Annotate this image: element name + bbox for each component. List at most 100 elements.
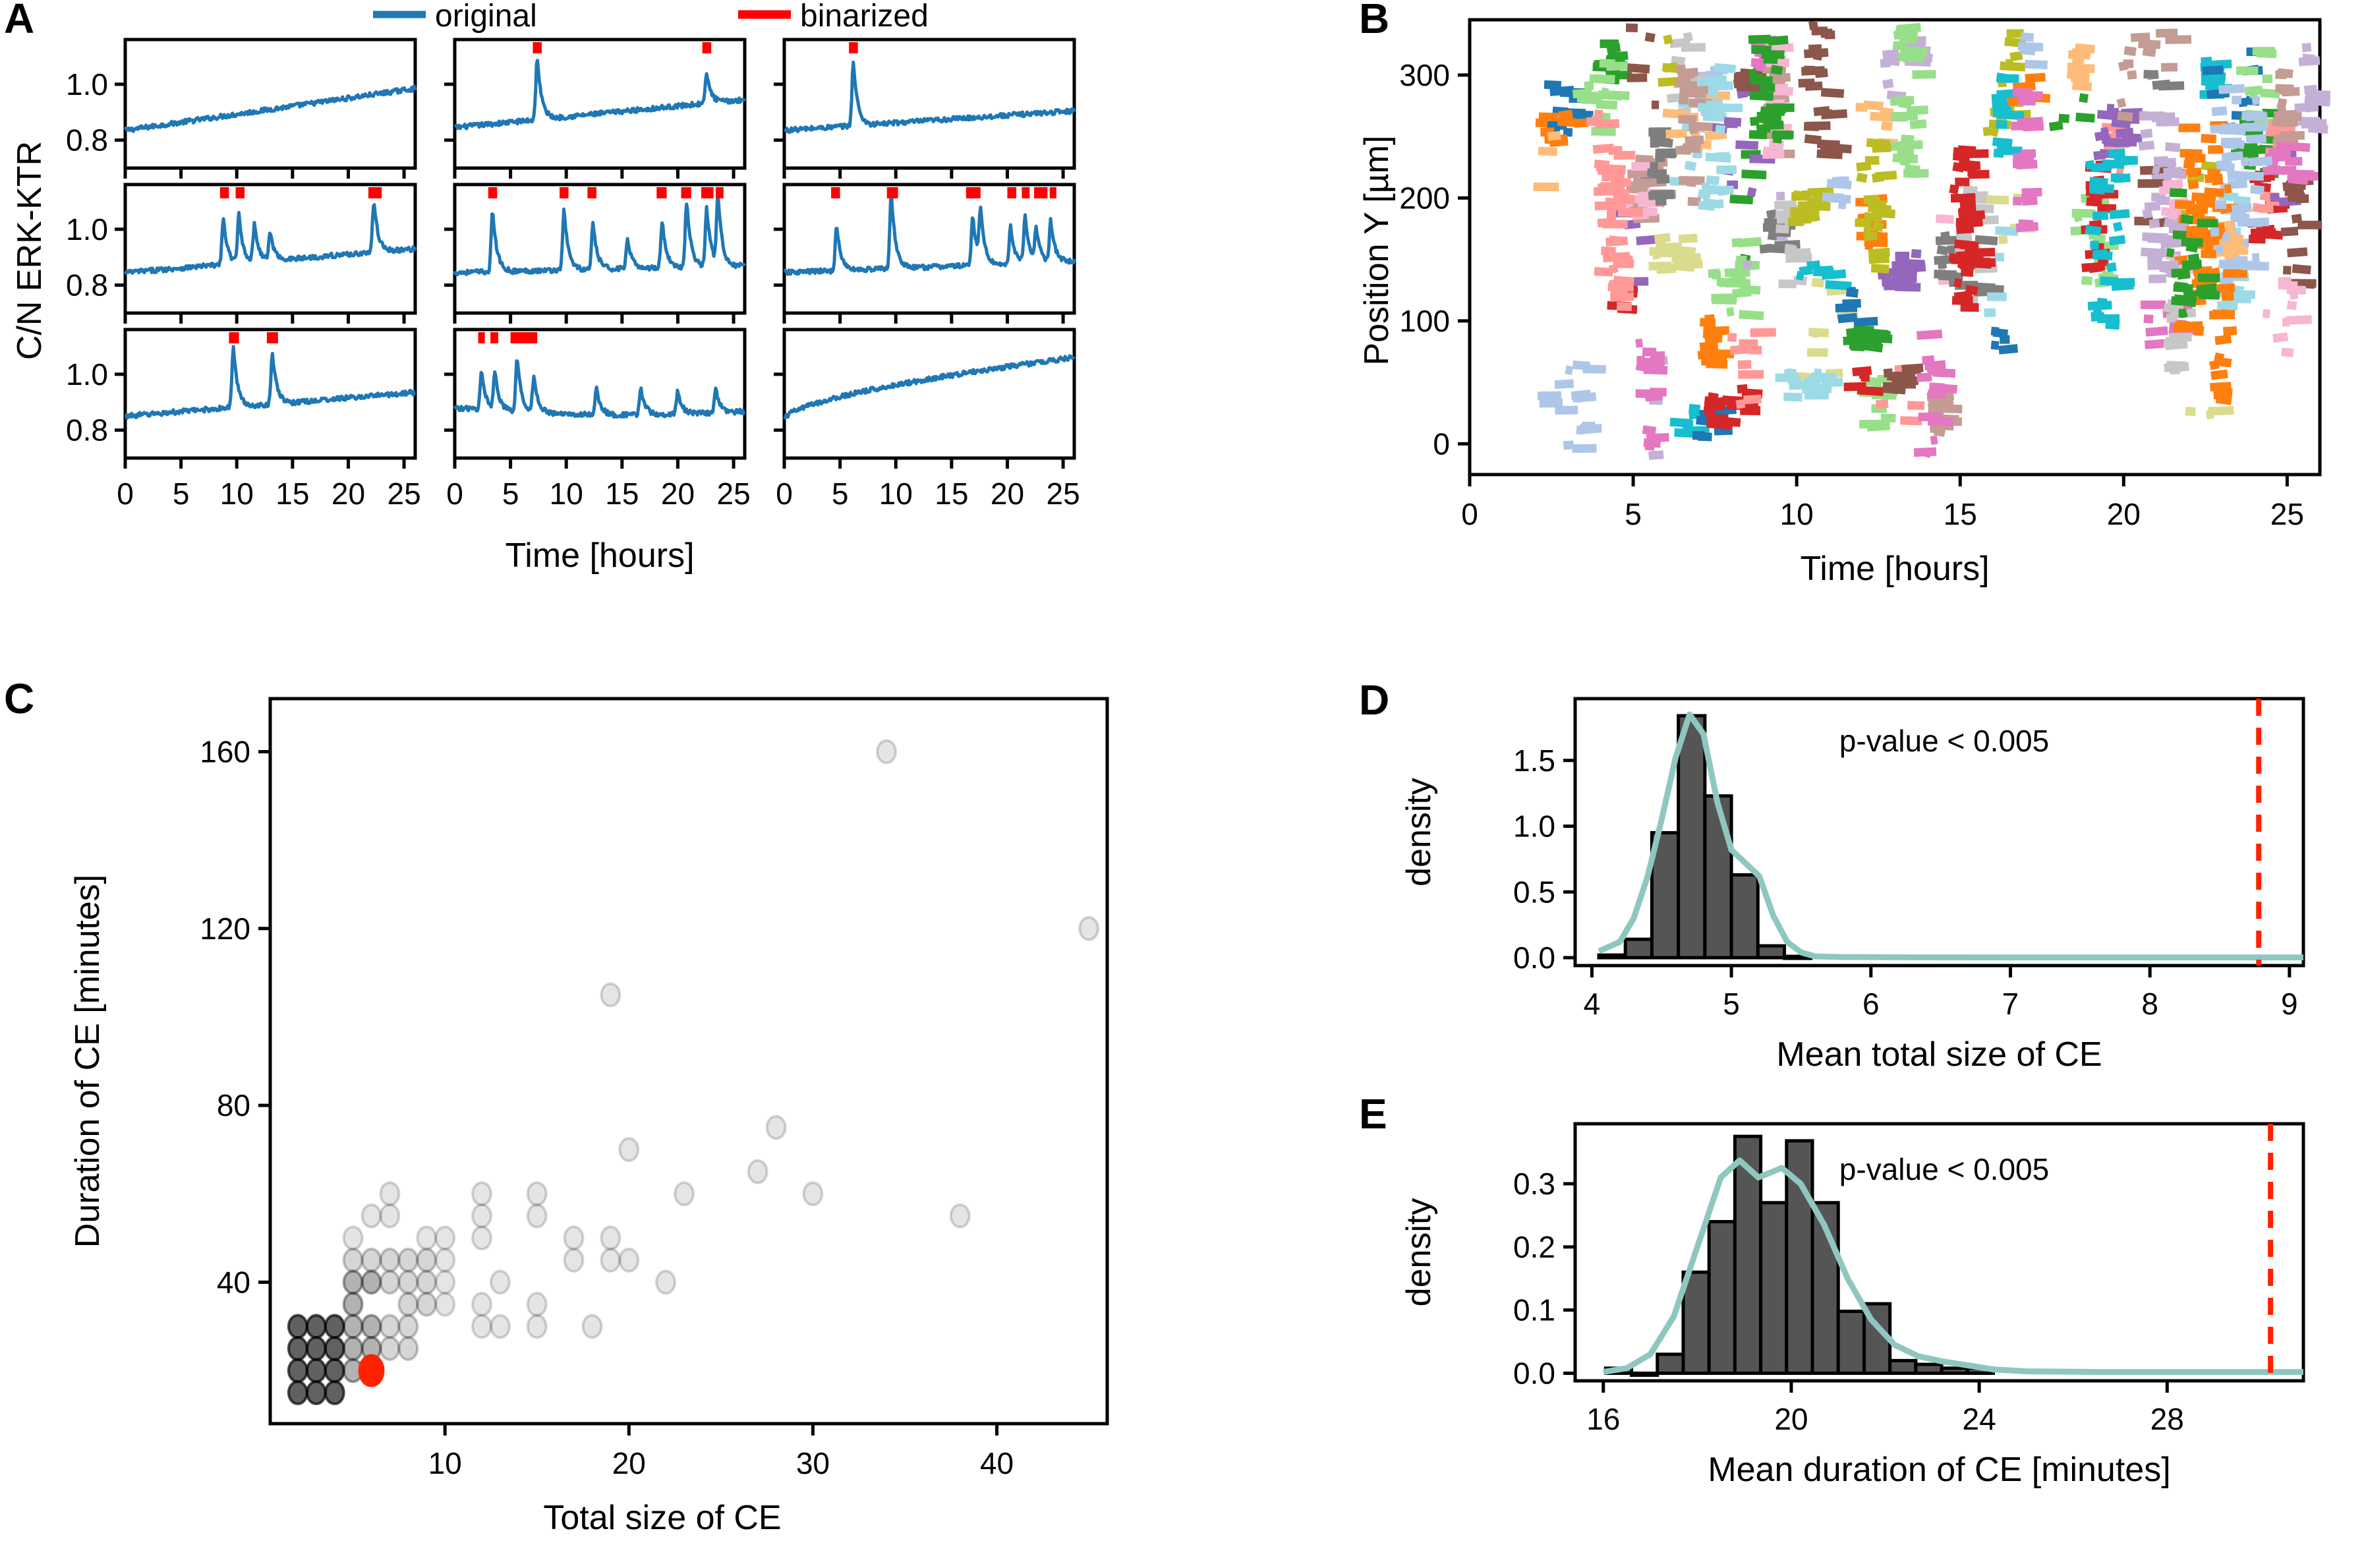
ce-segment <box>2100 270 2114 281</box>
data-point <box>397 1247 419 1273</box>
ce-segment <box>2221 232 2231 243</box>
ce-segment <box>1899 22 1921 34</box>
data-point <box>305 1314 327 1339</box>
ce-segment <box>1766 209 1777 220</box>
binarized-marker <box>266 332 278 343</box>
ce-segment <box>1751 45 1772 55</box>
ce-segment <box>1798 78 1815 88</box>
ce-segment <box>1706 334 1718 345</box>
ce-segment <box>2263 165 2281 176</box>
ce-segment <box>2017 117 2044 127</box>
ce-segment <box>2071 81 2092 92</box>
ce-segment <box>1723 117 1742 127</box>
y-tick-label: 0.5 <box>1513 875 1555 909</box>
ce-segment <box>1768 139 1784 150</box>
ce-segment <box>2271 117 2282 127</box>
data-point <box>397 1269 419 1295</box>
y-tick-label: 0.2 <box>1513 1230 1555 1264</box>
ce-segment <box>1761 49 1785 59</box>
ce-segment <box>1922 355 1935 365</box>
panel-b-xlabel: Time [hours] <box>1800 550 1989 588</box>
histogram-bar <box>1597 953 1627 960</box>
y-tick-label: 1.0 <box>66 357 108 392</box>
signal-line <box>453 196 747 277</box>
ce-segment <box>1806 121 1831 131</box>
ce-segment <box>2048 121 2063 132</box>
ce-segment <box>1875 399 1889 409</box>
ce-segment <box>1899 156 1912 167</box>
ce-segment <box>1669 38 1687 49</box>
ce-segment <box>1927 417 1953 426</box>
ce-segment <box>2287 247 2308 258</box>
y-tick-label: 300 <box>1399 58 1450 92</box>
ce-segment <box>1635 154 1654 165</box>
ce-segment <box>1594 160 1610 170</box>
ce-segment <box>1712 109 1723 119</box>
ce-segment <box>1909 119 1927 129</box>
histogram-bar <box>1756 944 1787 960</box>
y-tick-label: 120 <box>200 912 250 946</box>
ce-segment <box>1953 277 1963 288</box>
ce-segment <box>2196 283 2218 294</box>
ce-segment <box>2115 127 2134 138</box>
x-tick-label: 25 <box>716 477 750 511</box>
ce-segment <box>1927 401 1944 412</box>
x-tick-label: 10 <box>220 477 254 511</box>
ce-segment <box>2169 188 2187 198</box>
histogram-bar <box>1888 1358 1918 1376</box>
ce-segment <box>1549 86 1574 96</box>
ce-segment <box>1688 409 1700 420</box>
panel-a-chart: original binarized 0.8 1.0 0.8 1.0 0.8 1.0 0 5 10 1… <box>11 0 1080 575</box>
ce-segment <box>2210 227 2220 237</box>
ce-segment <box>2152 165 2161 175</box>
ce-segment <box>1743 394 1762 405</box>
ce-segment <box>2114 156 2135 167</box>
ce-segment <box>1960 216 1982 227</box>
ce-segment <box>1958 161 1981 171</box>
data-point <box>655 1269 677 1295</box>
x-tick-label: 5 <box>1625 497 1642 531</box>
data-point <box>305 1380 327 1406</box>
ce-segment <box>2019 157 2035 168</box>
ce-segment <box>2174 281 2189 292</box>
binarized-marker <box>229 332 239 343</box>
ce-segment <box>1932 368 1956 378</box>
data-point <box>305 1335 327 1361</box>
ce-segment <box>2203 277 2214 287</box>
binarized-marker <box>478 332 485 343</box>
ce-segment <box>2100 127 2110 137</box>
data-point <box>361 1269 382 1295</box>
ce-segment <box>2116 98 2127 109</box>
ce-segment <box>1982 127 1992 136</box>
ce-segment <box>1605 237 1625 247</box>
ce-segment <box>2216 159 2233 170</box>
data-point <box>526 1291 548 1317</box>
ce-segment <box>2145 326 2168 337</box>
ce-segment <box>1820 88 1845 98</box>
ce-segment <box>1663 34 1673 45</box>
histogram-bar <box>1677 714 1707 960</box>
ce-segment <box>1872 221 1884 232</box>
ce-segment <box>2187 167 2202 178</box>
x-tick-label: 8 <box>2141 987 2158 1021</box>
ce-segment <box>2116 166 2124 177</box>
data-point <box>305 1358 327 1383</box>
ce-segment <box>2020 32 2034 42</box>
ce-segment <box>2025 73 2046 83</box>
ce-segment <box>2201 134 2216 144</box>
ce-segment <box>2163 166 2183 177</box>
ce-segment <box>2220 277 2234 287</box>
ce-segment <box>2185 242 2199 253</box>
ce-segment <box>2286 300 2297 310</box>
ce-segment <box>1617 208 1643 218</box>
ce-segment <box>1749 91 1774 102</box>
ce-segment <box>2201 76 2226 88</box>
ce-segment <box>1996 72 2009 83</box>
data-point <box>361 1203 382 1229</box>
x-tick-label: 28 <box>2150 1402 2184 1436</box>
ce-segment <box>1916 330 1943 340</box>
data-point <box>600 1247 621 1273</box>
ce-segment <box>1897 52 1924 63</box>
data-point <box>526 1203 548 1229</box>
ce-segment <box>2017 42 2044 52</box>
